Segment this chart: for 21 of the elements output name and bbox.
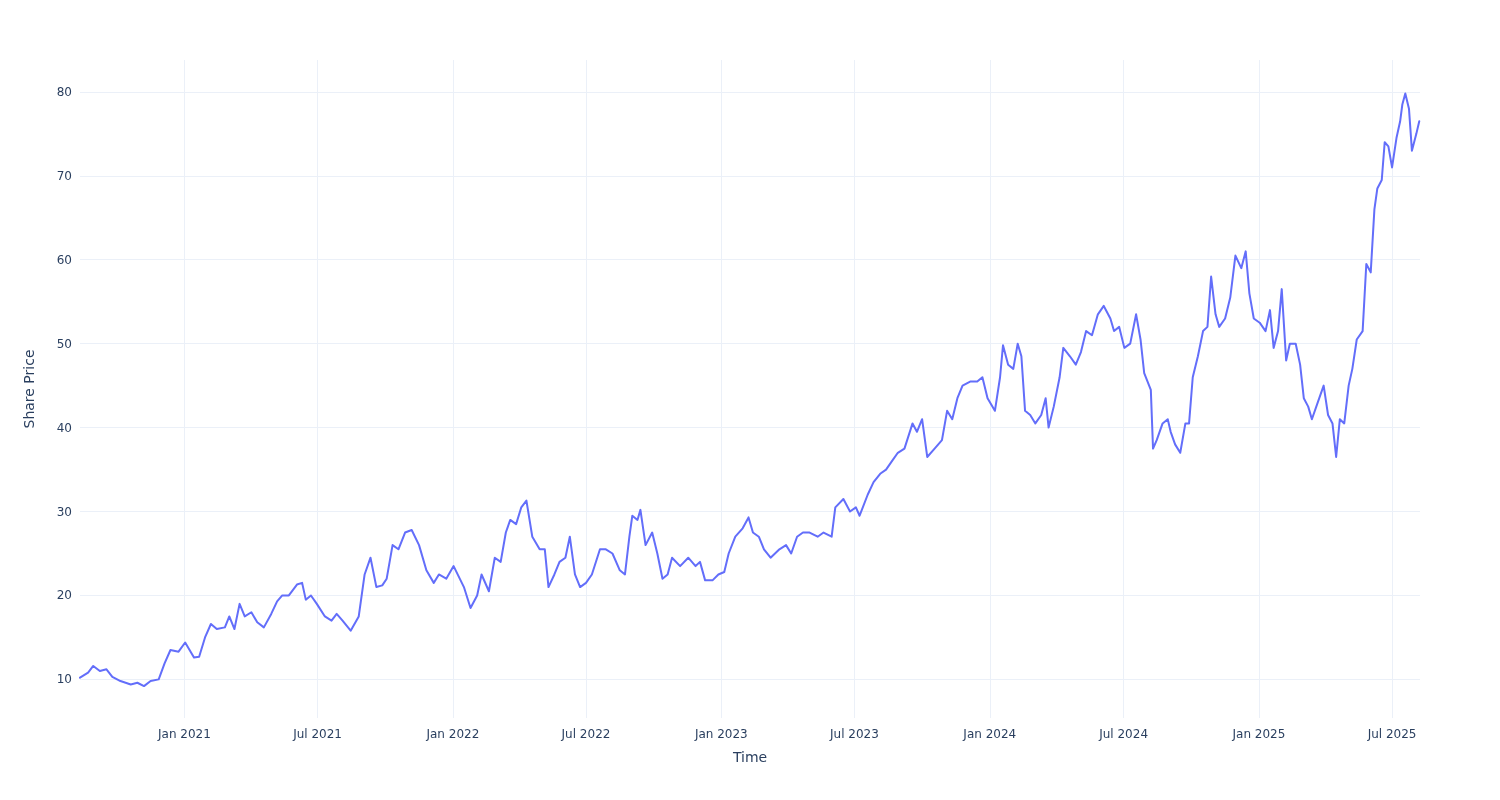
- y-tick-label: 60: [56, 252, 72, 267]
- x-axis-title: Time: [731, 749, 768, 765]
- x-tick-label: Jan 2024: [962, 727, 1017, 741]
- x-tick-label: Jan 2021: [157, 727, 211, 741]
- x-tick-label: Jul 2022: [560, 727, 611, 741]
- y-tick-label: 20: [56, 588, 72, 603]
- y-tick-label: 40: [56, 420, 72, 435]
- x-tick-label: Jul 2021: [292, 727, 342, 741]
- y-tick-label: 70: [56, 168, 72, 183]
- x-tick-label: Jul 2023: [829, 727, 879, 741]
- x-tick-label: Jan 2025: [1231, 727, 1286, 741]
- x-tick-label: Jan 2022: [425, 727, 480, 741]
- x-tick-label: Jan 2023: [693, 727, 748, 741]
- y-tick-label: 50: [56, 336, 72, 351]
- x-tick-label: Jul 2024: [1098, 727, 1149, 741]
- y-axis-title: Share Price: [21, 349, 37, 429]
- y-tick-label: 80: [56, 84, 72, 99]
- x-tick-label: Jul 2025: [1366, 727, 1417, 741]
- y-tick-label: 30: [56, 504, 72, 519]
- y-tick-label: 10: [56, 672, 72, 687]
- line-series: [79, 92, 1421, 688]
